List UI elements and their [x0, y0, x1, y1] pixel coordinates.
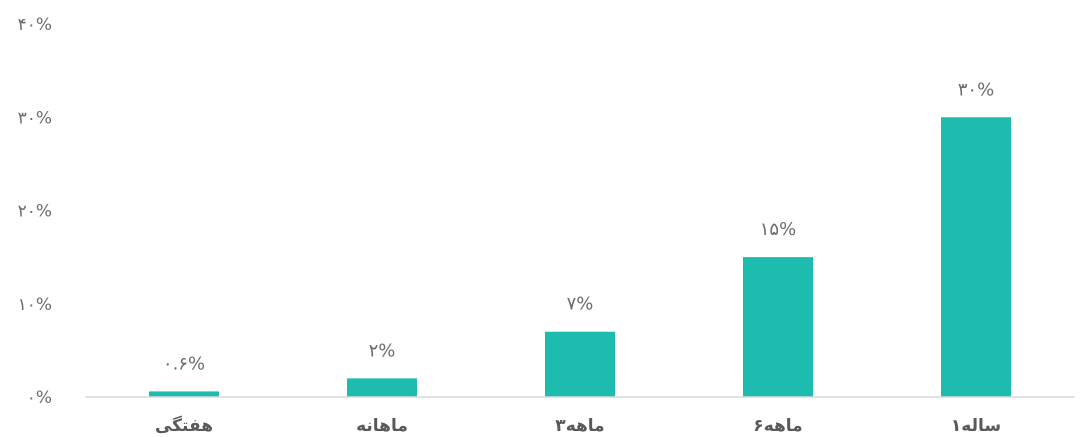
x-category-label: ۱ساله — [951, 416, 1001, 436]
value-labels: ۰.۶% ۲% ۷% ۱۵% ۳۰% — [163, 79, 994, 374]
bar — [545, 331, 615, 397]
y-axis-ticks: ۰% ۱۰% ۲۰% ۳۰% ۴۰% — [18, 15, 52, 408]
y-tick-label: ۰% — [27, 388, 52, 408]
x-category-label: ۶ماهه — [753, 416, 802, 436]
bar — [347, 378, 417, 397]
bar-value-label: ۱۵% — [760, 219, 796, 240]
bar — [149, 391, 219, 397]
x-category-label: هفتگی — [155, 415, 213, 436]
y-tick-label: ۲۰% — [18, 202, 52, 222]
bar — [743, 257, 813, 397]
x-category-label: ماهانه — [356, 416, 408, 436]
y-tick-label: ۴۰% — [18, 15, 52, 35]
bar-value-label: ۰.۶% — [163, 353, 205, 374]
bar-value-label: ۷% — [567, 294, 594, 315]
y-tick-label: ۱۰% — [18, 295, 52, 315]
y-tick-label: ۳۰% — [18, 108, 52, 128]
bar-value-label: ۲% — [369, 340, 396, 361]
bar-value-label: ۳۰% — [958, 79, 994, 100]
bar — [941, 117, 1011, 397]
x-category-label: ۳ماهه — [555, 416, 604, 436]
bars — [149, 117, 1011, 397]
category-labels: هفتگی ماهانه ۳ماهه ۶ماهه ۱ساله — [155, 415, 1001, 436]
